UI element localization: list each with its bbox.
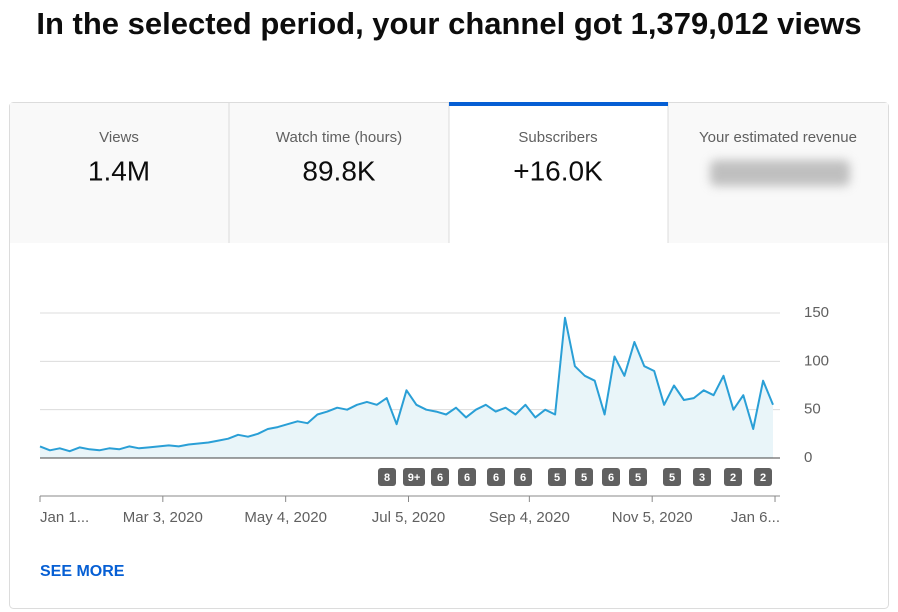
annotation-badge xyxy=(602,468,620,486)
y-tick-label: 100 xyxy=(804,352,829,369)
annotation-count: 5 xyxy=(635,472,641,484)
annotation-badge xyxy=(663,468,681,486)
tab-value: 1.4M xyxy=(88,155,150,186)
annotation-badge xyxy=(724,468,742,486)
annotation-badge xyxy=(629,468,647,486)
y-tick-label: 0 xyxy=(804,449,812,466)
annotation-count: 2 xyxy=(730,472,736,484)
annotation-badge xyxy=(514,468,532,486)
annotation-count: 5 xyxy=(554,472,560,484)
annotation-count: 6 xyxy=(493,472,499,484)
tab-value: 89.8K xyxy=(302,155,375,186)
annotation-count: 6 xyxy=(464,472,470,484)
chart: 0 50 100 150 Jan 1... Mar 3, 2020 May 4, 2020 J… xyxy=(39,304,829,526)
area xyxy=(40,317,773,458)
line xyxy=(39,316,774,453)
tab[interactable] xyxy=(229,103,449,243)
tab-value: +16.0K xyxy=(513,155,603,186)
x-tick-label: Jan 6... xyxy=(731,509,780,526)
tab[interactable] xyxy=(10,103,229,243)
annotation-badge xyxy=(548,468,566,486)
annotation-count: 2 xyxy=(760,472,766,484)
annotation-count: 8 xyxy=(384,472,390,484)
x-tick-label: Sep 4, 2020 xyxy=(489,509,570,526)
annotation-count: 6 xyxy=(437,472,443,484)
annotation-count: 9+ xyxy=(408,472,421,484)
annotation-badge xyxy=(403,468,425,486)
annotation-badge xyxy=(458,468,476,486)
tab-label: Subscribers xyxy=(518,129,597,146)
y-tick-label: 150 xyxy=(804,304,829,321)
tab-label: Your estimated revenue xyxy=(699,129,857,146)
annotation-badge xyxy=(378,468,396,486)
annotation-badge xyxy=(431,468,449,486)
annotation-badge xyxy=(575,468,593,486)
blurred-value xyxy=(710,160,850,186)
annotation-badge xyxy=(693,468,711,486)
x-tick-label: Jan 1... xyxy=(40,509,89,526)
headline: In the selected period, your channel got… xyxy=(36,6,861,41)
annotation-count: 5 xyxy=(669,472,675,484)
y-tick-label: 50 xyxy=(804,401,821,418)
annotation-badge xyxy=(754,468,772,486)
x-tick-label: Jul 5, 2020 xyxy=(372,509,445,526)
annotation-count: 5 xyxy=(581,472,587,484)
annotation-count: 6 xyxy=(520,472,526,484)
x-tick-label: Mar 3, 2020 xyxy=(123,509,203,526)
x-tick-label: Nov 5, 2020 xyxy=(612,509,693,526)
tab-indicator xyxy=(449,102,668,106)
annotation-count: 3 xyxy=(699,472,705,484)
x-tick-label: May 4, 2020 xyxy=(244,509,327,526)
tab-selected[interactable] xyxy=(449,103,668,243)
annotation-count: 6 xyxy=(608,472,614,484)
see-more-link[interactable]: SEE MORE xyxy=(40,563,125,580)
annotation-badge xyxy=(487,468,505,486)
tab-label: Watch time (hours) xyxy=(276,129,402,146)
tab-label: Views xyxy=(99,129,139,146)
